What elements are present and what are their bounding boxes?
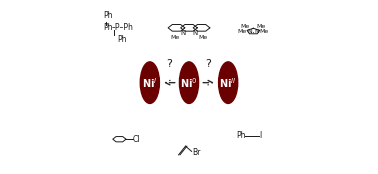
Text: N: N — [247, 29, 252, 34]
Text: I: I — [259, 131, 262, 140]
Text: Ph: Ph — [104, 11, 113, 20]
Text: N: N — [255, 29, 259, 34]
Text: Ni$^I$: Ni$^I$ — [142, 76, 158, 90]
Text: Ni$^{II}$: Ni$^{II}$ — [220, 76, 237, 90]
Text: Ph: Ph — [236, 131, 245, 140]
Ellipse shape — [218, 62, 238, 103]
Text: Ph: Ph — [117, 35, 126, 44]
Text: Ni$^0$: Ni$^0$ — [180, 76, 198, 90]
Ellipse shape — [140, 62, 160, 103]
Text: Me: Me — [170, 35, 179, 40]
Text: Me: Me — [238, 29, 247, 34]
Text: N: N — [192, 30, 198, 36]
Text: Me: Me — [260, 29, 269, 34]
Text: N: N — [180, 30, 186, 36]
Text: Me: Me — [241, 23, 250, 29]
Text: –P–Ph: –P–Ph — [112, 23, 133, 32]
Text: Br: Br — [192, 148, 200, 157]
Text: Cl: Cl — [133, 135, 141, 144]
Text: ?: ? — [206, 58, 211, 69]
Text: ··: ·· — [250, 30, 257, 36]
Text: Ph: Ph — [104, 23, 113, 32]
Text: Me: Me — [199, 35, 208, 40]
Ellipse shape — [180, 62, 198, 103]
Text: ?: ? — [167, 58, 172, 69]
Text: Me: Me — [257, 23, 266, 29]
